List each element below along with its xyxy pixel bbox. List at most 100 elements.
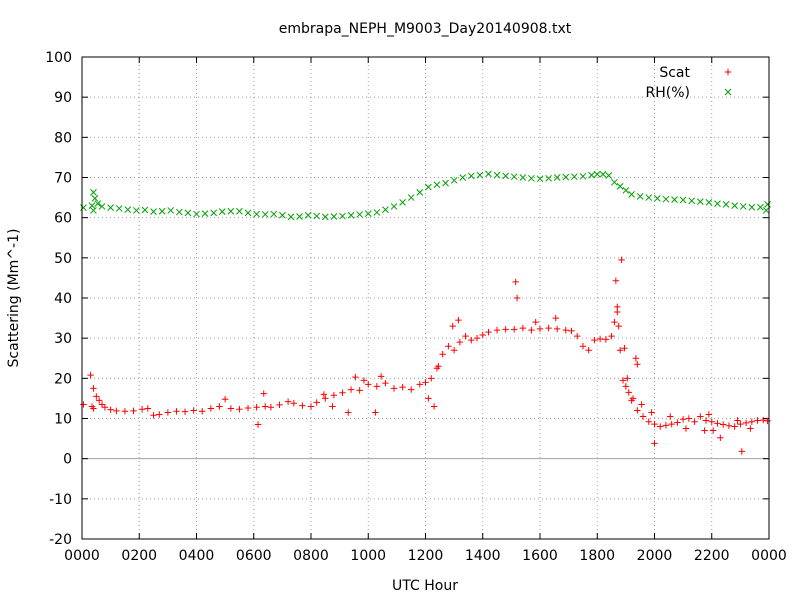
scat-point — [619, 377, 627, 384]
scat-point — [399, 383, 406, 391]
rh-point — [244, 209, 252, 217]
rh-point — [296, 213, 303, 220]
scat-point — [725, 422, 733, 429]
scat-point — [456, 338, 464, 346]
rh-point — [764, 201, 771, 208]
rh-point — [628, 191, 635, 198]
rh-point — [570, 173, 578, 181]
rh-point — [599, 170, 607, 178]
scat-point — [638, 401, 645, 408]
x-tick-label: 0200 — [121, 548, 157, 564]
rh-point — [399, 199, 406, 206]
scat-point — [173, 408, 180, 415]
scat-point — [121, 408, 129, 415]
scat-point — [645, 418, 652, 425]
scat-point — [98, 401, 106, 408]
scat-point — [138, 406, 146, 413]
rh-point — [124, 206, 132, 213]
scat-point — [639, 413, 647, 420]
scat-point — [372, 409, 379, 416]
rh-point — [98, 203, 106, 210]
rh-point — [373, 209, 381, 216]
rh-point — [115, 205, 123, 212]
x-axis-label: UTC Hour — [392, 578, 458, 594]
scat-point — [236, 406, 243, 413]
scat-point — [207, 405, 215, 412]
rh-point — [80, 204, 87, 211]
rh-point — [510, 173, 518, 181]
scat-point — [95, 397, 103, 404]
scat-point — [674, 419, 681, 426]
scat-point — [697, 413, 704, 420]
rh-point — [364, 210, 372, 218]
scat-point — [290, 400, 298, 407]
x-tick-label: 2200 — [694, 548, 730, 564]
scat-point — [227, 405, 235, 412]
plot-frame — [81, 56, 770, 540]
rh-point — [562, 173, 570, 181]
scat-point — [596, 335, 604, 343]
rh-point — [347, 211, 355, 219]
rh-point — [218, 208, 226, 215]
scat-point — [528, 326, 535, 334]
rh-point — [588, 171, 595, 179]
scat-point — [199, 408, 206, 415]
scat-point — [651, 440, 658, 447]
rh-point — [757, 203, 764, 211]
scat-point — [80, 401, 87, 408]
rh-point — [622, 186, 630, 194]
rh-point — [748, 203, 756, 211]
rh-point — [442, 179, 449, 187]
scat-point — [742, 419, 750, 427]
scat-point — [624, 375, 631, 382]
rh-point — [536, 175, 544, 183]
x-tick-label: 1200 — [408, 548, 444, 564]
rh-point — [605, 172, 613, 179]
rh-point — [450, 176, 458, 184]
scat-point — [347, 386, 355, 393]
scat-point — [87, 371, 94, 379]
legend-marker — [724, 68, 732, 76]
rh-point — [236, 207, 243, 215]
scat-point — [731, 423, 738, 430]
rh-point — [167, 207, 175, 214]
scat-point — [536, 325, 544, 333]
scat-point — [365, 381, 372, 388]
scat-point — [545, 324, 552, 332]
rh-series — [80, 170, 771, 221]
rh-point — [227, 207, 235, 215]
rh-point — [714, 200, 721, 207]
scat-point — [254, 421, 262, 428]
y-tick-label: 0 — [63, 452, 72, 468]
rh-point — [90, 207, 97, 214]
scat-point — [156, 411, 163, 418]
scat-point — [107, 406, 114, 413]
scat-point — [585, 347, 592, 354]
scat-point — [382, 379, 389, 387]
scat-point — [602, 336, 610, 343]
scat-point — [455, 316, 462, 324]
rh-point — [722, 201, 730, 208]
scat-point — [377, 373, 385, 380]
rh-point — [279, 211, 286, 219]
scat-point — [144, 405, 152, 412]
scat-point — [356, 387, 363, 394]
rh-point — [339, 212, 346, 220]
scat-point — [299, 402, 306, 409]
scat-point — [267, 404, 275, 411]
scat-point — [618, 256, 625, 264]
legend-marker — [724, 88, 732, 96]
rh-point — [654, 195, 661, 202]
scat-point — [428, 375, 435, 382]
rh-point — [90, 189, 97, 196]
rh-point — [579, 172, 587, 180]
rh-point — [459, 174, 467, 181]
scat-point — [552, 314, 559, 322]
scat-point — [130, 407, 137, 415]
rh-point — [731, 202, 739, 209]
legend-label: Scat — [659, 65, 690, 81]
y-axis-label: Scattering (Mm^-1) — [6, 229, 22, 368]
rh-point — [390, 203, 398, 210]
scat-point — [682, 425, 690, 432]
